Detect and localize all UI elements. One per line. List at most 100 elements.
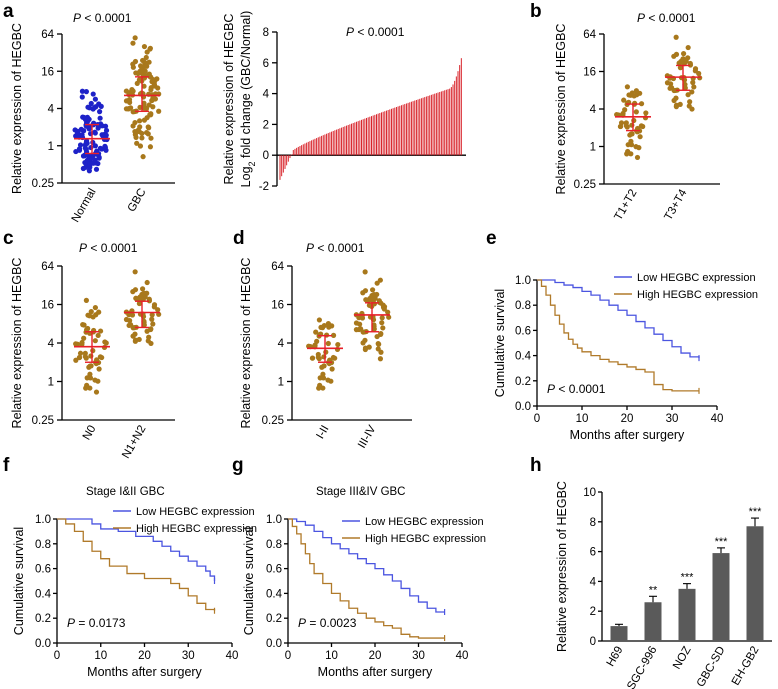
p-symbol: P — [637, 11, 645, 25]
data-point — [103, 340, 109, 346]
data-point — [146, 298, 153, 304]
panel-label-a: a — [3, 1, 14, 22]
data-point — [97, 145, 103, 151]
survival-curve — [57, 518, 216, 581]
y-tick-label: 0.0 — [266, 638, 282, 650]
data-point — [156, 108, 162, 114]
p-symbol: P — [67, 616, 75, 630]
data-point — [323, 349, 329, 355]
data-point — [680, 51, 687, 57]
x-tick-label: 30 — [666, 413, 679, 425]
data-point — [131, 108, 138, 115]
y-tick-label: 0.4 — [266, 588, 283, 600]
x-tick-label: 40 — [456, 650, 469, 662]
data-point — [97, 328, 104, 334]
data-point — [375, 341, 381, 347]
panel-label-d: d — [233, 228, 245, 249]
y-tick-label: 0.25 — [574, 179, 596, 191]
data-point — [631, 117, 637, 124]
panel-c: 64 16 4 1 0.25 — [32, 261, 175, 427]
y-axis-title: Cumulative survival — [12, 527, 26, 635]
data-point — [371, 323, 377, 330]
significance-stars: *** — [715, 536, 729, 548]
data-point — [92, 143, 98, 149]
data-point — [83, 138, 90, 144]
data-point — [141, 83, 147, 89]
data-point — [634, 154, 641, 161]
x-category-label: SGC-996 — [625, 645, 659, 689]
data-point — [673, 102, 680, 108]
y-tick-label: 0.25 — [32, 415, 54, 427]
p-value-label: P < 0.0001 — [346, 25, 405, 39]
y-axis-title: Cumulative survival — [493, 289, 507, 397]
data-point — [142, 60, 149, 66]
data-point — [104, 136, 110, 143]
data-point — [642, 115, 649, 121]
data-point — [137, 143, 144, 149]
data-point — [141, 290, 147, 296]
data-point — [141, 117, 148, 123]
data-point — [377, 356, 384, 362]
y-tick-label: 16 — [271, 300, 284, 312]
legend-label: High HEGBC expression — [136, 523, 257, 535]
p-value-label: P < 0.0001 — [547, 382, 606, 396]
x-category-label: H69 — [605, 645, 626, 669]
data-point — [74, 341, 81, 347]
data-point — [141, 320, 147, 326]
data-point — [380, 325, 386, 331]
y-title-part: fold change (GBC/Normal) — [239, 11, 253, 162]
y-tick-label: 2 — [263, 119, 269, 131]
significance-stars: *** — [681, 572, 695, 584]
data-point — [92, 96, 98, 102]
data-point — [682, 85, 688, 91]
y-tick-label: 0 — [590, 636, 596, 648]
data-point — [84, 157, 90, 163]
data-point — [330, 354, 336, 361]
y-tick-label: 1.0 — [35, 514, 51, 526]
p-symbol: P — [306, 241, 314, 255]
data-point — [377, 277, 383, 283]
data-point — [668, 81, 674, 87]
data-point — [133, 295, 139, 301]
x-tick-label: 40 — [226, 650, 239, 662]
data-point — [378, 331, 384, 338]
x-category-label: GBC-SD — [695, 645, 728, 689]
panel-waterfall: 8 6 4 2 0 -2 — [259, 27, 466, 193]
x-category-label: Normal — [70, 187, 99, 225]
data-point — [79, 341, 85, 348]
data-point — [690, 79, 696, 86]
data-point — [357, 321, 363, 327]
data-point — [141, 43, 148, 50]
data-point — [126, 312, 132, 318]
data-point — [618, 120, 625, 126]
y-tick-label: 16 — [583, 67, 596, 79]
x-tick-label: 0 — [54, 650, 60, 662]
data-point — [93, 389, 100, 395]
p-symbol: P — [79, 241, 87, 255]
bar — [746, 526, 764, 641]
data-point — [638, 101, 645, 107]
x-tick-label: 20 — [369, 650, 382, 662]
data-point — [90, 160, 96, 166]
data-point — [83, 89, 89, 95]
panel-label-c: c — [3, 228, 14, 249]
survival-curve — [288, 518, 445, 613]
data-point — [325, 377, 331, 383]
significance-stars: ** — [649, 584, 658, 596]
data-point — [132, 128, 138, 135]
legend-label: Low HEGBC expression — [365, 516, 484, 528]
data-point — [152, 83, 158, 89]
survival-curve — [537, 279, 699, 392]
data-point — [133, 134, 139, 140]
y-tick-label: 0.4 — [35, 588, 52, 600]
y-tick-label: 4 — [48, 104, 55, 116]
x-tick-label: 30 — [182, 650, 195, 662]
legend-label: High HEGBC expression — [365, 533, 486, 545]
data-point — [134, 80, 140, 87]
y-tick-label: 0.6 — [515, 325, 531, 337]
y-tick-label: 0.6 — [266, 564, 282, 576]
data-point — [672, 87, 679, 94]
p-symbol: P — [298, 616, 306, 630]
data-point — [319, 364, 325, 370]
